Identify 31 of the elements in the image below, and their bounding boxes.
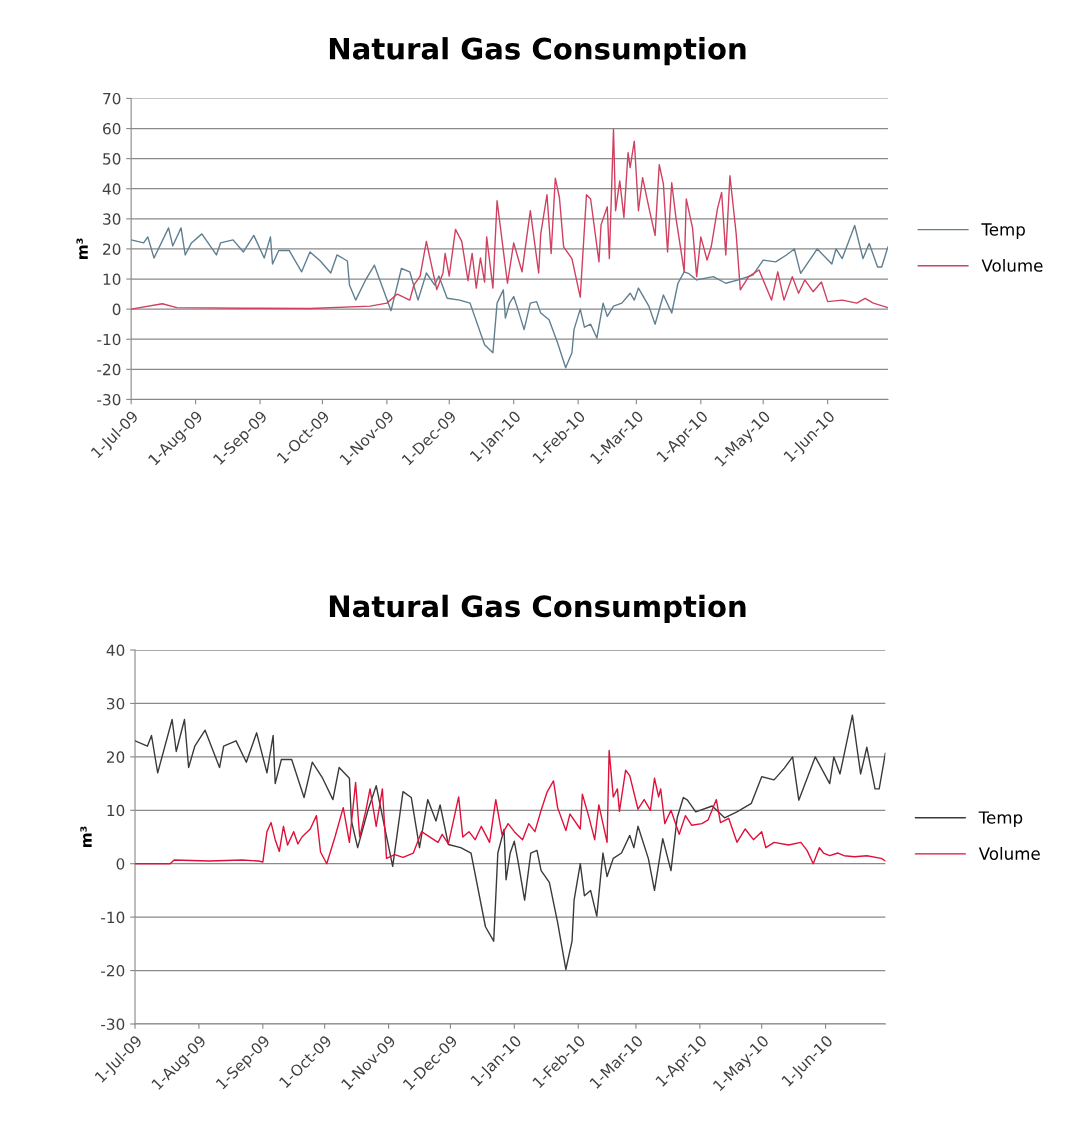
y-tick-label: 40 xyxy=(102,183,121,195)
y-tick-label: 60 xyxy=(103,123,121,135)
line-series xyxy=(135,714,886,971)
y-tick-label: 0 xyxy=(112,303,121,316)
y-tick-label: -10 xyxy=(101,911,125,924)
y-tick-label: 40 xyxy=(106,644,125,657)
line-series xyxy=(131,224,888,369)
y-tick-label: -30 xyxy=(97,393,121,406)
legend-label: Volume xyxy=(981,258,1043,272)
line-series xyxy=(135,749,886,865)
y-axis-title: m³ xyxy=(80,826,92,848)
chart-title: Natural Gas Consumption xyxy=(329,594,746,623)
y-axis-title: m³ xyxy=(76,238,88,259)
y-tick-label: 50 xyxy=(103,153,121,165)
chart-title: Natural Gas Consumption xyxy=(329,37,746,66)
y-tick-label: 10 xyxy=(107,804,125,817)
y-tick-label: 30 xyxy=(107,697,125,710)
y-tick-label: 10 xyxy=(103,273,121,286)
legend-label: Volume xyxy=(978,847,1040,860)
line-series xyxy=(131,128,888,310)
y-tick-label: 70 xyxy=(103,92,121,105)
y-tick-label: -10 xyxy=(97,333,121,346)
y-tick-label: 30 xyxy=(103,213,121,225)
y-tick-label: -20 xyxy=(97,363,121,376)
y-tick-label: 0 xyxy=(116,858,125,870)
y-tick-label: -30 xyxy=(101,1018,125,1030)
legend-label: Temp xyxy=(978,811,1023,827)
y-tick-label: -20 xyxy=(101,965,125,977)
y-tick-label: 20 xyxy=(106,751,125,763)
legend-label: Temp xyxy=(981,223,1025,239)
y-tick-label: 20 xyxy=(103,243,121,255)
